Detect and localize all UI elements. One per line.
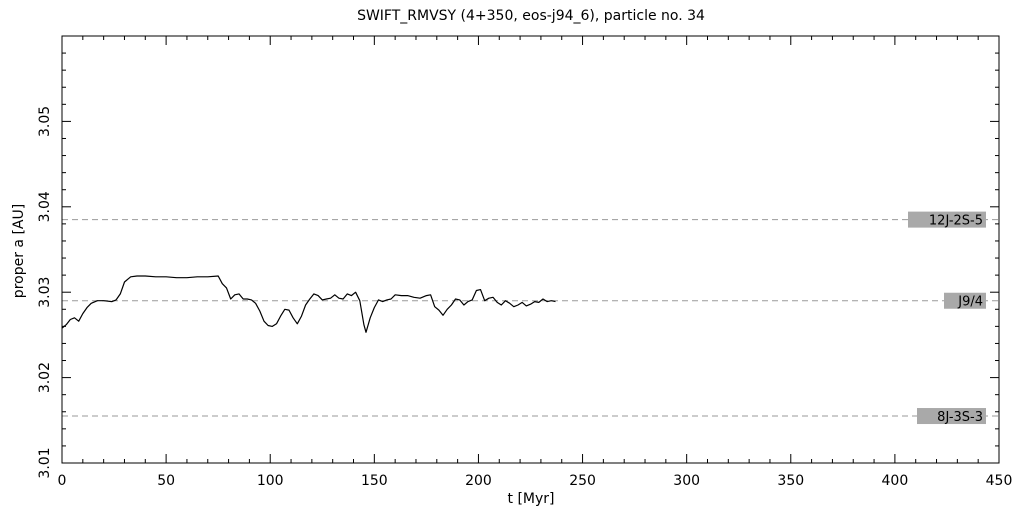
y-tick-label: 3.04 (37, 191, 53, 222)
x-tick-label: 200 (465, 473, 492, 489)
axis-ticks: 0 50 100 150 200 250 300 350 400 450 3.01 3.02 3.03 3… (37, 36, 1012, 489)
y-axis-label: proper a [AU] (11, 204, 27, 298)
x-tick-label: 400 (882, 473, 909, 489)
resonance-label: 8J-3S-3 (937, 410, 983, 425)
y-tick-label: 3.01 (37, 447, 53, 478)
y-tick-label: 3.02 (37, 362, 53, 393)
resonance-lines: 12J-2S-5 J9/4 8J-3S-3 (62, 211, 999, 425)
resonance-label-box (908, 211, 986, 228)
series-group (61, 275, 556, 333)
series-line (61, 275, 556, 333)
x-tick-label: 50 (157, 473, 175, 489)
x-tick-label: 450 (986, 473, 1013, 489)
x-tick-label: 0 (58, 473, 67, 489)
y-tick-label: 3.03 (37, 277, 53, 308)
resonance-label: J9/4 (957, 295, 983, 310)
x-axis-label: t [Myr] (508, 491, 555, 507)
y-tick-label: 3.05 (37, 106, 53, 137)
resonance-label: 12J-2S-5 (929, 214, 983, 229)
chart-title: SWIFT_RMVSY (4+350, eos-j94_6), particle… (357, 8, 705, 24)
x-tick-label: 250 (569, 473, 596, 489)
x-tick-label: 300 (673, 473, 700, 489)
x-tick-label: 100 (257, 473, 284, 489)
resonance-label-box (917, 408, 986, 425)
x-tick-label: 350 (777, 473, 804, 489)
plot-frame (61, 35, 1000, 464)
resonance-label-box (944, 292, 986, 309)
x-tick-label: 150 (361, 473, 388, 489)
